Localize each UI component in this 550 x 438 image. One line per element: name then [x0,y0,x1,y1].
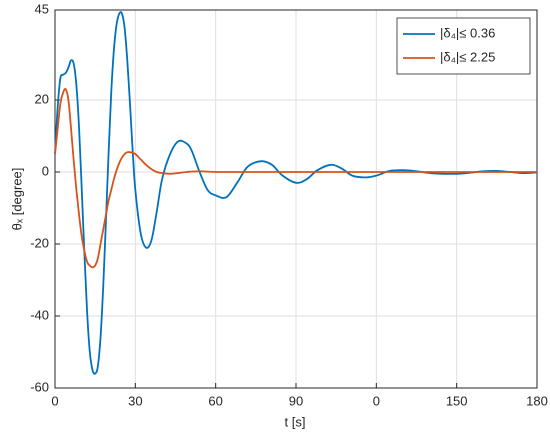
y-axis-label: θₓ [degree] [9,168,24,231]
legend-box [396,17,531,75]
legend-label: |δ₄|≤ 2.25 [440,49,495,64]
x-tick-label: 0 [373,393,380,408]
x-tick-label: 60 [208,393,222,408]
x-tick-label: 30 [128,393,142,408]
y-tick-label: 20 [35,91,49,106]
y-tick-label: -40 [30,307,49,322]
x-tick-label: 150 [446,393,468,408]
x-axis-label: t [s] [285,414,306,429]
line-series [54,88,537,269]
y-tick-label: 0 [42,163,49,178]
axes-box [54,9,538,389]
legend-label: |δ₄|≤ 0.36 [440,25,495,40]
y-tick-label: -20 [30,235,49,250]
x-tick-label: 180 [526,393,548,408]
y-tick-label: 45 [35,1,49,16]
x-tick-label: 0 [51,393,58,408]
x-tick-label: 90 [289,393,303,408]
y-tick-label: -60 [30,379,49,394]
